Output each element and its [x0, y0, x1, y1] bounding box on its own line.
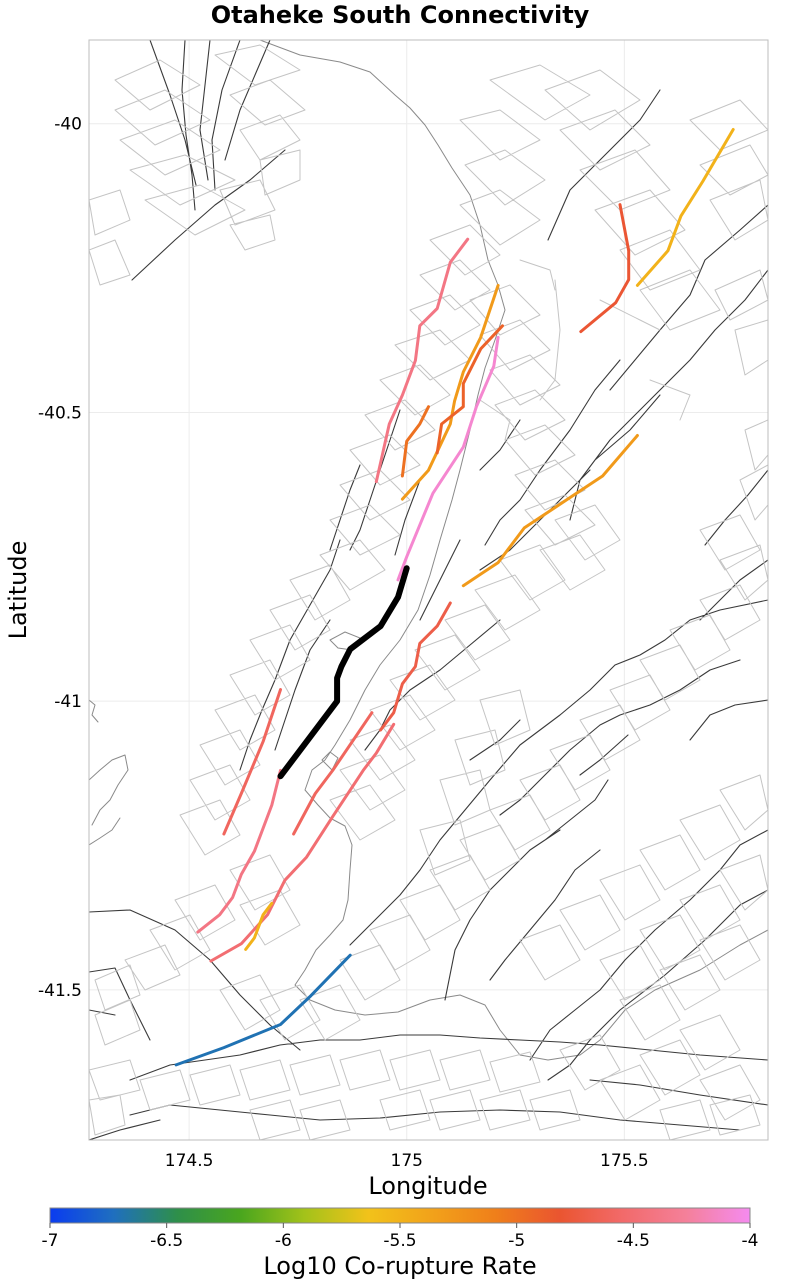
colorbar-tick-label: -4.5: [617, 1231, 650, 1251]
corupture-fault-line: [635, 128, 735, 287]
colorbar-tick-label: -7: [42, 1231, 59, 1251]
colorbar-label: Log10 Co-rupture Rate: [263, 1252, 536, 1280]
y-tick-label: -40: [54, 115, 82, 135]
y-tick-label: -41: [54, 692, 82, 712]
plot-frame: [88, 39, 769, 1141]
corupture-fault-line: [435, 324, 504, 455]
x-tick-label: 174.5: [165, 1151, 214, 1171]
x-tick-labels: 174.5 175 175.5: [165, 1151, 649, 1171]
x-axis-label: Longitude: [368, 1172, 487, 1200]
plot-background: [89, 40, 768, 1140]
fault-section-outlines: [89, 44, 768, 1140]
corupture-fault-line: [244, 901, 274, 951]
chart-title: Otaheke South Connectivity: [210, 1, 590, 29]
coastline-west: [89, 631, 361, 846]
corupture-fault-line: [292, 711, 374, 836]
corupture-faults: [174, 128, 735, 1067]
colorbar-tick-label: -5: [508, 1231, 525, 1251]
corupture-fault-line: [209, 722, 396, 963]
colorbar-tick-label: -6.5: [150, 1231, 183, 1251]
x-tick-label: 175.5: [600, 1151, 649, 1171]
colorbar-tick-label: -4: [742, 1231, 759, 1251]
y-axis-label: Latitude: [4, 541, 32, 640]
corupture-fault-line: [461, 434, 639, 588]
y-tick-label: -41.5: [38, 981, 82, 1001]
coastline: [259, 40, 768, 1061]
corupture-fault-line: [379, 601, 452, 732]
colorbar-tick-label: -6: [275, 1231, 292, 1251]
colorbar-tick-label: -5.5: [383, 1231, 416, 1251]
otaheke-south-fault-line: [277, 565, 410, 780]
corupture-fault-line: [222, 688, 282, 836]
fault-network: [89, 40, 768, 1140]
corupture-fault-line: [400, 405, 430, 478]
corupture-fault-line: [196, 768, 282, 934]
corupture-fault-line: [174, 953, 352, 1067]
corupture-fault-line: [579, 203, 631, 334]
corupture-fault-line: [374, 237, 470, 484]
colorbar: [49, 1207, 751, 1224]
x-tick-label: 175: [391, 1151, 423, 1171]
y-tick-labels: -40 -40.5 -41 -41.5: [38, 115, 82, 1001]
selected-fault: [277, 565, 410, 780]
corupture-fault-line: [400, 283, 500, 501]
colorbar-tick-labels: -7 -6.5 -6 -5.5 -5 -4.5 -4: [42, 1223, 759, 1251]
y-tick-label: -40.5: [38, 403, 82, 423]
corupture-fault-line: [396, 335, 500, 582]
